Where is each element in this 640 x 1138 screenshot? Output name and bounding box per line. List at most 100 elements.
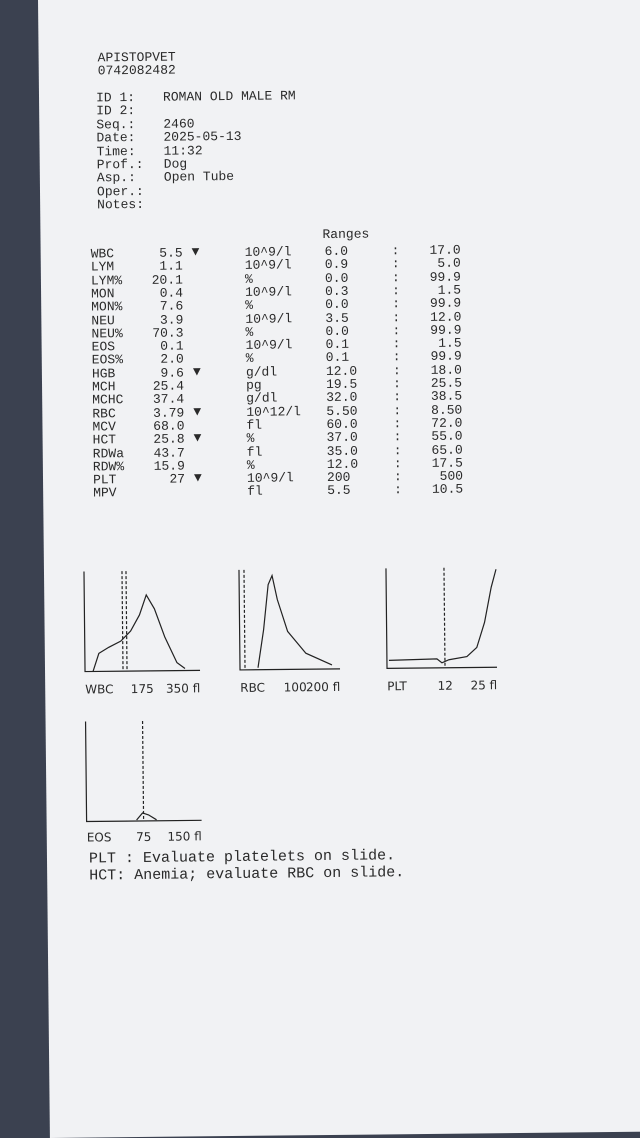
result-value: 27	[169, 471, 186, 487]
result-flag: ▼	[193, 403, 202, 419]
range-high: 10.5	[431, 481, 464, 498]
histogram-tick: 350 fl	[165, 681, 201, 696]
info-label: Prof.:	[96, 156, 144, 173]
ranges-header: Ranges	[322, 226, 370, 243]
result-unit: %	[246, 430, 255, 447]
range-high: 12.0	[430, 309, 462, 325]
result-value: 7.6	[159, 298, 184, 314]
range-separator: :	[393, 456, 402, 472]
result-flag: ▼	[191, 244, 200, 260]
clinic-phone: 0742082482	[97, 62, 176, 79]
result-unit: 10^9/l	[245, 310, 293, 327]
result-name: HGB	[91, 365, 116, 382]
paper: APISTOPVET 0742082482 ID 1: ROMAN OLD MALE …	[38, 0, 640, 1138]
range-low: 0.0	[325, 323, 349, 339]
range-low: 12.0	[326, 456, 359, 472]
result-name: RDWa	[92, 445, 125, 461]
result-name: NEU%	[91, 325, 123, 342]
note: PLT : Evaluate platelets on slide.	[88, 847, 396, 868]
histogram-tick: 25 fl	[470, 678, 498, 693]
info-value: 2460	[163, 116, 195, 132]
range-high: 5.0	[437, 255, 461, 272]
info-value: Open Tube	[163, 169, 235, 186]
result-name: NEU	[91, 312, 115, 328]
range-separator: :	[392, 309, 401, 325]
range-low: 200	[326, 469, 351, 486]
result-unit: 10^12/l	[246, 403, 302, 420]
range-low: 32.0	[326, 389, 358, 406]
result-name: EOS%	[91, 352, 124, 368]
range-separator: :	[394, 482, 403, 498]
range-high: 1.5	[438, 335, 462, 351]
result-name: PLT	[92, 472, 117, 488]
result-flag: ▼	[193, 470, 202, 486]
range-high: 17.5	[431, 455, 463, 471]
range-separator: :	[392, 296, 401, 312]
result-name: MCH	[91, 379, 116, 395]
result-value: 2.0	[160, 351, 184, 368]
info-label: ID 2:	[96, 103, 136, 119]
histogram-label: RBC	[240, 680, 266, 695]
result-value: 0.1	[160, 338, 184, 354]
range-low: 0.3	[324, 283, 349, 299]
rbc-histogram	[238, 569, 341, 671]
range-separator: :	[393, 416, 402, 432]
histogram-label: PLT	[387, 679, 407, 694]
result-flag: ▼	[192, 364, 201, 380]
result-value: 15.9	[153, 458, 185, 474]
range-high: 99.9	[430, 322, 462, 338]
eos-histogram	[84, 720, 202, 823]
range-high: 500	[439, 468, 464, 484]
range-separator: :	[392, 362, 401, 378]
range-separator: :	[391, 269, 400, 285]
result-name: HCT	[92, 432, 117, 448]
range-separator: :	[392, 336, 401, 352]
histogram-tick: 75	[136, 829, 152, 845]
info-value: 2025-05-13	[163, 129, 242, 145]
info-value: 11:32	[163, 142, 203, 159]
histogram-tick: 150 fl	[167, 829, 202, 844]
range-low: 12.0	[325, 363, 358, 379]
range-low: 5.50	[326, 403, 358, 419]
result-value: 37.4	[152, 391, 185, 408]
range-separator: :	[393, 389, 402, 405]
result-value: 0.4	[159, 285, 184, 301]
range-high: 17.0	[429, 242, 461, 258]
result-name: LYM	[90, 259, 115, 275]
result-value: 68.0	[153, 418, 185, 434]
range-low: 5.5	[327, 483, 351, 499]
info-value: ROMAN OLD MALE RM	[162, 88, 296, 105]
range-high: 72.0	[431, 415, 463, 431]
range-low: 0.1	[325, 350, 350, 366]
range-high: 18.0	[430, 362, 462, 378]
histogram-tick: 100	[283, 680, 307, 695]
range-high: 25.5	[430, 375, 463, 391]
range-low: 3.5	[325, 310, 349, 326]
range-separator: :	[392, 323, 401, 339]
info-label: Notes:	[97, 197, 145, 213]
result-value: 25.8	[153, 431, 185, 448]
result-value: 1.1	[159, 258, 183, 275]
result-unit: pg	[245, 377, 262, 393]
result-unit: %	[245, 324, 254, 340]
histogram-tick: 175	[130, 681, 154, 697]
range-high: 99.9	[430, 348, 462, 365]
range-low: 60.0	[326, 416, 358, 432]
result-value: 43.7	[153, 444, 185, 461]
range-low: 0.1	[325, 336, 350, 353]
histogram-tick: 200 fl	[305, 679, 341, 695]
result-value: 20.1	[151, 272, 184, 288]
wbc-histogram	[83, 571, 201, 673]
range-low: 37.0	[326, 429, 358, 446]
range-separator: :	[391, 243, 400, 259]
result-name: MCHC	[92, 392, 124, 408]
note: HCT: Anemia; evaluate RBC on slide.	[89, 864, 405, 885]
result-name: MON	[91, 286, 115, 302]
result-name: WBC	[90, 246, 115, 262]
info-label: ID 1:	[95, 89, 136, 106]
result-unit: %	[246, 457, 255, 473]
range-high: 38.5	[430, 388, 463, 405]
range-low: 0.0	[324, 270, 349, 286]
range-separator: :	[391, 256, 400, 272]
